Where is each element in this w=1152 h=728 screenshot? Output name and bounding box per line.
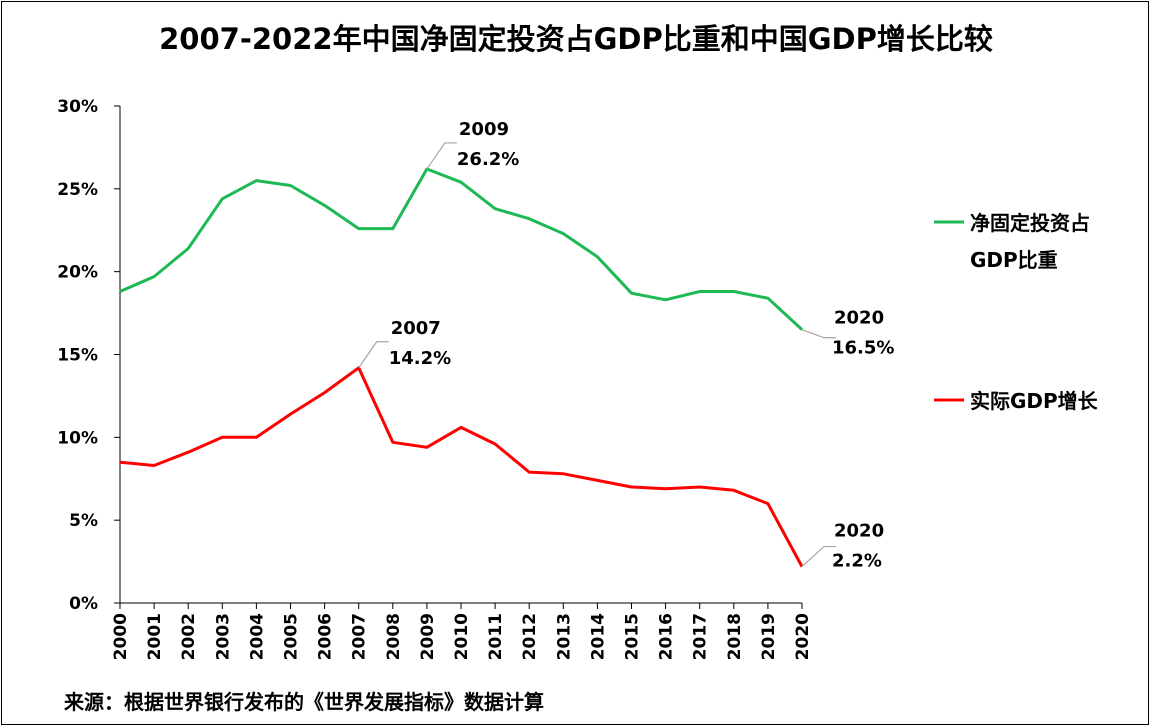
x-tick-label: 2017 xyxy=(691,613,711,660)
x-tick-label: 2015 xyxy=(623,613,643,660)
annotation-year: 2020 xyxy=(834,521,884,542)
annotation-leader xyxy=(426,142,457,170)
annotation-value: 16.5% xyxy=(832,338,894,359)
x-tick-label: 2009 xyxy=(418,613,438,660)
x-tick-label: 2005 xyxy=(282,613,302,660)
y-tick-label: 25% xyxy=(57,180,98,200)
x-tick-label: 2014 xyxy=(588,613,608,660)
annotation-value: 26.2% xyxy=(457,149,519,170)
x-tick-label: 2004 xyxy=(247,613,267,660)
x-tick-label: 2013 xyxy=(554,613,574,660)
x-tick-label: 2008 xyxy=(384,613,404,660)
x-tick-label: 2011 xyxy=(486,613,506,660)
x-tick-label: 2019 xyxy=(759,613,779,660)
x-tick-label: 2000 xyxy=(111,613,131,660)
annotation-leader xyxy=(358,341,389,369)
legend-label: 净固定投资占 xyxy=(970,211,1090,235)
x-tick-label: 2016 xyxy=(657,613,677,660)
y-tick-label: 20% xyxy=(57,263,98,283)
legend-label: GDP比重 xyxy=(970,248,1058,272)
x-tick-label: 2018 xyxy=(725,613,745,660)
y-tick-label: 0% xyxy=(69,594,98,614)
annotation-year: 2020 xyxy=(834,308,884,329)
annotation-leader xyxy=(801,329,836,339)
series-line-1 xyxy=(119,366,804,568)
annotation-value: 14.2% xyxy=(389,348,451,369)
y-tick-label: 5% xyxy=(69,511,98,531)
x-tick-label: 2012 xyxy=(520,613,540,660)
legend-label: 实际GDP增长 xyxy=(970,389,1099,413)
annotation-year: 2007 xyxy=(391,318,441,339)
source-note: 来源：根据世界银行发布的《世界发展指标》数据计算 xyxy=(64,690,544,714)
x-tick-label: 2006 xyxy=(316,613,336,660)
x-tick-label: 2002 xyxy=(179,613,199,660)
y-tick-label: 30% xyxy=(57,97,98,117)
x-tick-label: 2020 xyxy=(793,613,813,660)
x-tick-label: 2007 xyxy=(350,613,370,660)
y-tick-label: 10% xyxy=(57,428,98,448)
annotation-year: 2009 xyxy=(459,119,509,140)
annotation-leader xyxy=(801,545,836,567)
y-tick-label: 15% xyxy=(57,346,98,366)
line-chart: 0% 5% 10% 15% 20% 25% 30% 2000 2001 2002 2003 2004 2… xyxy=(57,97,1099,660)
x-tick-label: 2010 xyxy=(452,613,472,660)
series-line-0 xyxy=(119,167,804,331)
chart-title: 2007-2022年中国净固定投资占GDP比重和中国GDP增长比较 xyxy=(159,22,993,56)
x-tick-label: 2003 xyxy=(213,613,233,660)
x-tick-label: 2001 xyxy=(145,613,165,660)
annotation-value: 2.2% xyxy=(832,551,882,572)
